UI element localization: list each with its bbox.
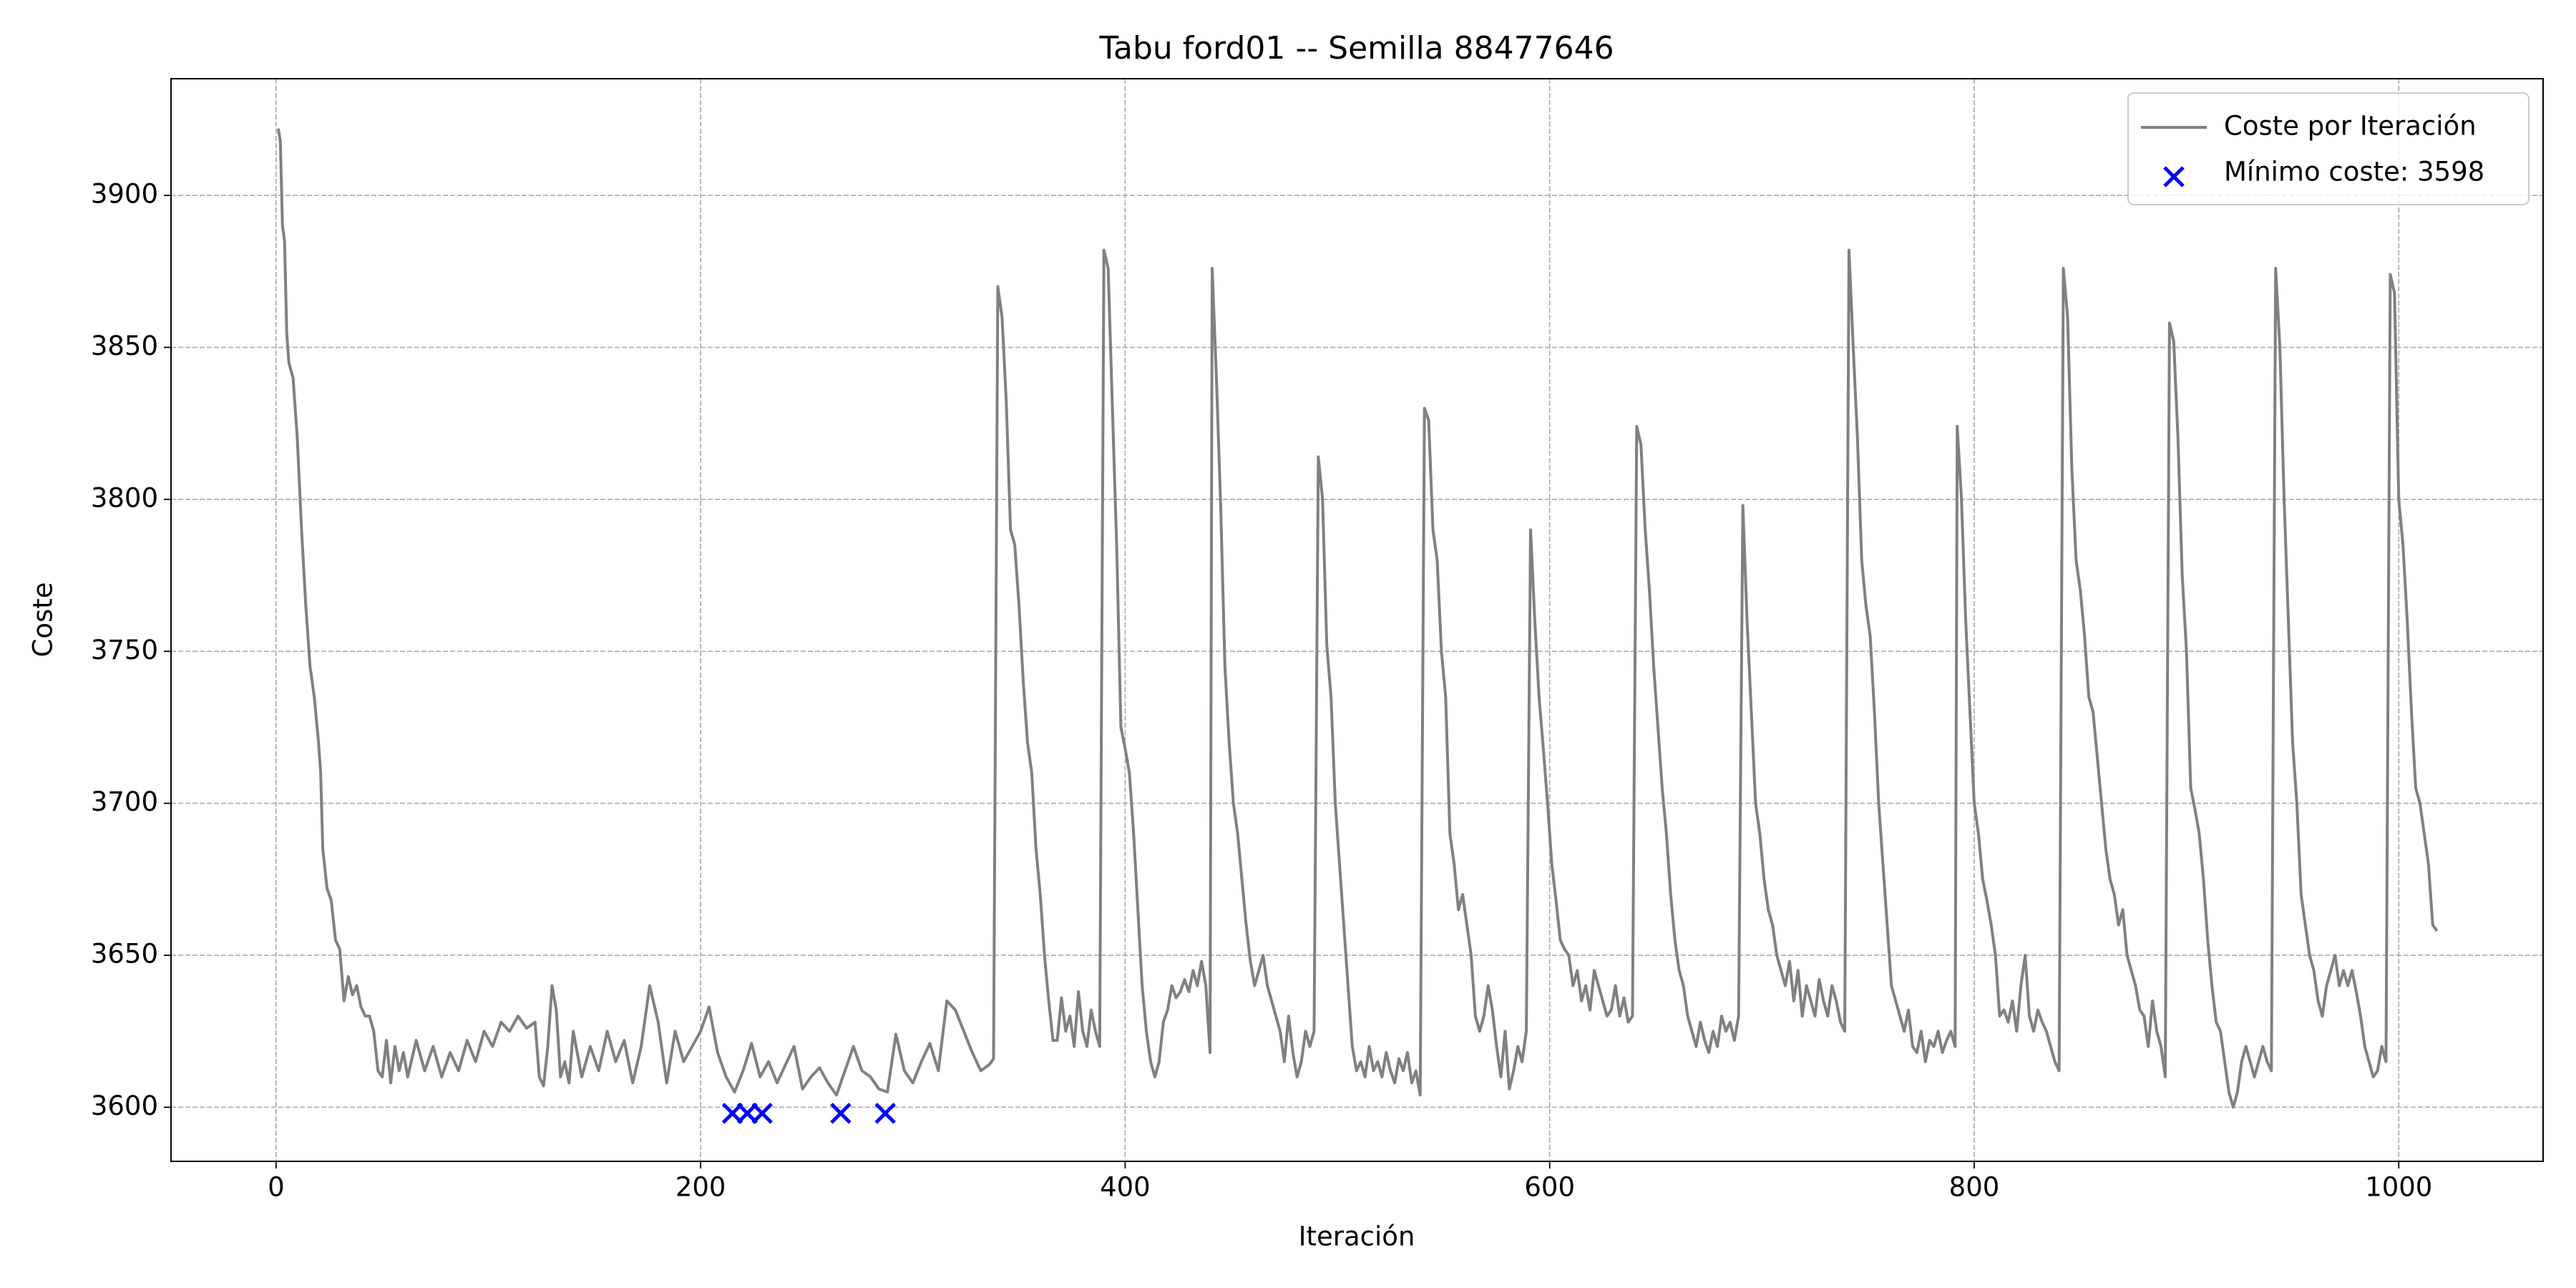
y-axis-label: Coste [28,582,59,657]
legend-label: Coste por Iteración [2224,111,2477,142]
legend-label: Mínimo coste: 3598 [2224,157,2484,187]
y-tick-label: 3600 [91,1091,158,1121]
x-tick-label: 600 [1524,1172,1575,1203]
x-tick-label: 0 [268,1172,285,1203]
y-tick-label: 3750 [91,635,158,665]
y-tick-label: 3650 [91,939,158,970]
min-marker [751,1103,773,1124]
x-tick-label: 200 [675,1172,726,1203]
legend: Coste por Iteración Mínimo coste: 3598 [2127,92,2529,205]
y-tick-label: 3700 [91,786,158,817]
legend-box [2127,92,2529,205]
x-tick-label: 400 [1100,1172,1151,1203]
x-tick-label: 800 [1949,1172,2000,1203]
legend-swatch [2163,166,2185,187]
x-axis-label: Iteración [1299,1221,1415,1252]
min-marker [874,1103,896,1124]
y-tick-label: 3900 [91,179,158,210]
y-tick-label: 3800 [91,482,158,513]
y-tick-label: 3850 [91,331,158,361]
plot-frame [170,78,2544,1162]
x-tick-label: 1000 [2365,1172,2432,1203]
cost-line [276,128,2439,1109]
chart-title: Tabu ford01 -- Semilla 88477646 [1098,30,1614,67]
min-marker [830,1103,852,1124]
